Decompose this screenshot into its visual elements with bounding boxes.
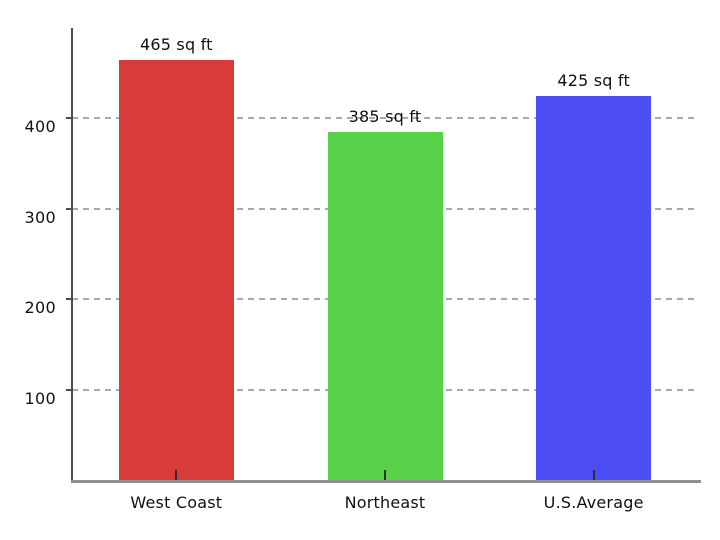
gridline-400	[72, 117, 698, 120]
x-axis-label-u-s-average: U.S.Average	[543, 493, 644, 512]
bar-value-label-northeast: 385 sq ft	[348, 106, 422, 126]
y-axis-tick-label: 200	[24, 298, 56, 318]
bar-u-s-average	[536, 95, 652, 480]
x-axis-label-northeast: Northeast	[344, 493, 426, 512]
x-tick-mark-northeast	[384, 470, 386, 480]
bar-value-label-west-coast: 465 sq ft	[140, 34, 213, 54]
y-axis-tick-label: 100	[24, 388, 56, 408]
x-axis-line	[71, 480, 701, 483]
x-tick-mark-u-s-average	[592, 470, 595, 480]
x-tick-mark-west-coast	[175, 470, 178, 480]
y-tick-mark-300	[66, 207, 72, 210]
y-axis-tick-label: 400	[24, 117, 56, 137]
y-axis-tick-label: 300	[24, 207, 56, 227]
y-axis-line	[71, 28, 73, 483]
bar-northeast	[327, 131, 443, 480]
y-tick-mark-400	[66, 117, 72, 120]
bar-value-label-u-s-average: 425 sq ft	[557, 70, 630, 90]
y-tick-mark-200	[66, 298, 72, 301]
y-tick-mark-100	[66, 388, 72, 391]
bar-west-coast	[118, 59, 234, 480]
x-axis-label-west-coast: West Coast	[130, 493, 223, 512]
